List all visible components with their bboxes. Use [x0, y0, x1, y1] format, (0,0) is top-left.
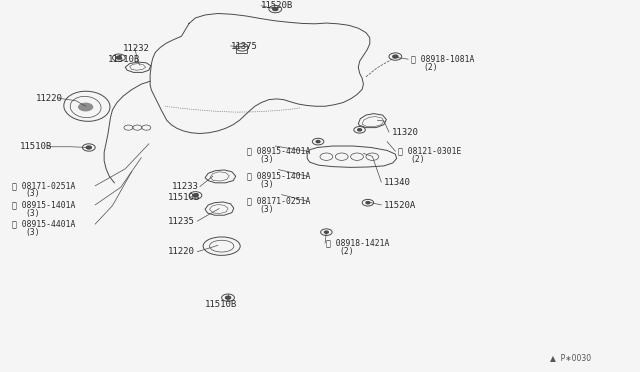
Text: (3): (3): [259, 155, 274, 164]
Text: ⓜ 08915-4401A: ⓜ 08915-4401A: [246, 147, 310, 155]
Text: ⓝ 08918-1421A: ⓝ 08918-1421A: [326, 239, 390, 248]
Text: (3): (3): [25, 209, 40, 218]
Text: ⓝ 08918-1081A: ⓝ 08918-1081A: [411, 55, 474, 64]
Circle shape: [116, 56, 122, 59]
Circle shape: [225, 296, 230, 299]
Text: Ⓥ 08915-4401A: Ⓥ 08915-4401A: [12, 219, 76, 228]
Text: 11220: 11220: [36, 94, 63, 103]
Text: 11520B: 11520B: [261, 1, 294, 10]
Text: ▲  P∗0030: ▲ P∗0030: [550, 353, 591, 362]
Text: (3): (3): [25, 189, 40, 198]
Circle shape: [358, 129, 362, 131]
Text: 11510B: 11510B: [205, 300, 237, 309]
Text: 11340: 11340: [384, 177, 411, 187]
Text: (3): (3): [25, 228, 40, 237]
Circle shape: [273, 7, 278, 10]
Text: (2): (2): [339, 247, 354, 256]
Circle shape: [78, 103, 93, 112]
Text: 11510B: 11510B: [108, 55, 140, 64]
Text: (2): (2): [424, 63, 438, 72]
Circle shape: [86, 146, 92, 149]
Circle shape: [366, 202, 370, 204]
Text: 11510B: 11510B: [20, 142, 52, 151]
Text: 11220: 11220: [168, 247, 195, 256]
Text: ⓜ 08915-1401A: ⓜ 08915-1401A: [246, 172, 310, 181]
Circle shape: [193, 194, 198, 197]
Text: ⓑ 08171-0251A: ⓑ 08171-0251A: [12, 181, 76, 190]
Text: 11235: 11235: [168, 217, 195, 225]
Text: ⓑ 08121-0301E: ⓑ 08121-0301E: [398, 147, 461, 155]
Text: 11232: 11232: [124, 44, 150, 52]
Circle shape: [324, 231, 328, 233]
Text: (2): (2): [411, 155, 426, 164]
Text: (3): (3): [259, 205, 274, 214]
Text: 11233: 11233: [172, 182, 198, 191]
Circle shape: [316, 141, 320, 143]
Text: 11320: 11320: [392, 128, 419, 137]
Text: ⓑ 08171-0251A: ⓑ 08171-0251A: [246, 197, 310, 206]
Circle shape: [393, 55, 398, 58]
Text: ⓜ 08915-1401A: ⓜ 08915-1401A: [12, 201, 76, 209]
Text: 11520A: 11520A: [384, 201, 416, 210]
Text: (3): (3): [259, 180, 274, 189]
Text: 11510B: 11510B: [168, 193, 200, 202]
Text: 11375: 11375: [230, 42, 257, 51]
